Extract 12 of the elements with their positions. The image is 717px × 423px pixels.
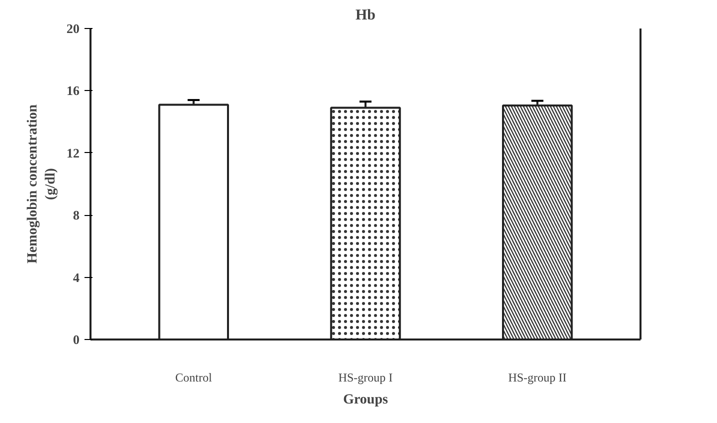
chart-title: Hb	[355, 8, 376, 24]
x-axis-title: Groups	[343, 392, 388, 408]
x-tick-label: Control	[175, 370, 213, 384]
y-tick-label: 0	[73, 332, 80, 347]
y-tick-label: 16	[66, 83, 80, 98]
x-tick-label: HS-group I	[338, 370, 393, 384]
y-axis-title: Hemoglobin concentration (g/dl)	[26, 104, 58, 264]
y-tick-label: 4	[73, 270, 80, 285]
y-tick-label: 8	[73, 208, 80, 223]
y-tick-label: 12	[66, 145, 80, 160]
x-tick-label: HS-group II	[508, 370, 567, 384]
y-tick-label: 20	[66, 21, 80, 36]
